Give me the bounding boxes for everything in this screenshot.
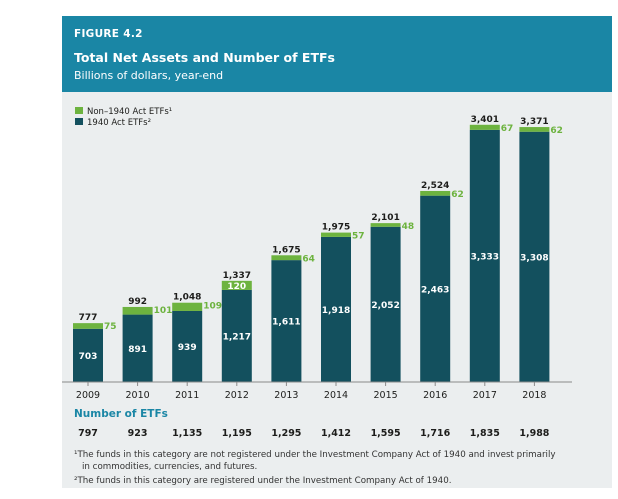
etf-count-2009: 797 [78,428,98,439]
bar-1940-2015 [370,226,401,382]
bar-non-1940-2018 [519,127,550,132]
bar-non-1940-2011 [172,302,203,311]
bar-non-1940-2015 [370,223,401,227]
figure-header: FIGURE 4.2 Total Net Assets and Number o… [62,16,612,92]
value-label-1940-2017: 3,333 [471,252,499,262]
legend-label-1940: 1940 Act ETFs² [87,118,151,128]
etf-count-heading: Number of ETFs [74,408,168,420]
etf-count-2015: 1,595 [371,428,401,439]
total-label-2010: 992 [128,297,147,307]
x-tick-label-2013: 2013 [274,390,298,401]
footnote-1-line-1: ¹The funds in this category are not regi… [74,450,556,460]
bar-non-1940-2010 [122,306,153,315]
total-label-2009: 777 [79,313,98,323]
value-label-non-1940-2013: 64 [302,254,315,264]
bar-1940-2017 [469,129,500,382]
etf-count-2011: 1,135 [172,428,202,439]
etf-count-2010: 923 [128,428,148,439]
bar-1940-2014 [321,236,351,382]
footnote-2: ²The funds in this category are register… [74,476,452,486]
etf-count-2018: 1,988 [519,428,549,439]
bar-non-1940-2016 [420,190,451,196]
value-label-1940-2011: 939 [178,343,197,353]
etf-count-2016: 1,716 [420,428,450,439]
total-label-2018: 3,371 [520,117,548,127]
value-label-1940-2009: 703 [79,352,98,362]
value-label-1940-2018: 3,308 [520,253,548,263]
figure-subtitle: Billions of dollars, year-end [74,69,224,82]
value-label-non-1940-2017: 67 [501,124,514,134]
value-label-1940-2015: 2,052 [371,301,399,311]
x-tick-label-2011: 2011 [175,390,199,401]
bar-1940-2009 [73,328,103,382]
x-tick-label-2017: 2017 [473,390,497,401]
total-label-2014: 1,975 [322,223,350,233]
total-label-2017: 3,401 [471,115,499,125]
figure-label: FIGURE 4.2 [74,28,143,40]
bar-non-1940-2009 [73,323,103,329]
legend-swatch-1940 [75,118,83,125]
etf-count-2012: 1,195 [222,428,252,439]
etf-count-2014: 1,412 [321,428,351,439]
figure-title: Total Net Assets and Number of ETFs [74,50,335,65]
x-tick-label-2009: 2009 [76,390,100,401]
etf-count-2017: 1,835 [470,428,500,439]
value-label-1940-2010: 891 [128,345,147,355]
value-label-non-1940-2010: 101 [154,306,173,316]
total-label-2015: 2,101 [371,213,399,223]
value-label-1940-2013: 1,611 [272,318,300,328]
total-label-2013: 1,675 [272,245,300,255]
legend-label-non-1940: Non–1940 Act ETFs¹ [87,107,172,117]
value-label-non-1940-2011: 109 [203,302,222,312]
bar-non-1940-2014 [321,232,351,237]
bar-non-1940-2012 [221,280,252,290]
x-tick-label-2012: 2012 [225,390,249,401]
value-label-1940-2012: 1,217 [223,332,251,342]
x-tick-label-2018: 2018 [522,390,546,401]
value-label-non-1940-2018: 62 [550,126,563,136]
value-label-non-1940-2009: 75 [104,322,117,332]
x-tick-label-2015: 2015 [374,390,398,401]
legend-swatch-non-1940 [75,107,83,114]
x-tick-label-2014: 2014 [324,390,348,401]
total-label-2011: 1,048 [173,293,201,303]
value-label-non-1940-2014: 57 [352,232,365,242]
bar-1940-2013 [271,260,302,382]
footnote-1: ¹The funds in this category are not regi… [74,450,604,473]
bar-1940-2010 [122,314,153,382]
bar-1940-2011 [172,310,203,382]
value-label-1940-2014: 1,918 [322,306,350,316]
value-label-non-1940-2016: 62 [451,190,464,200]
value-label-non-1940-2012: 120 [227,282,246,292]
bar-non-1940-2017 [469,124,500,130]
etf-count-2013: 1,295 [271,428,301,439]
value-label-1940-2016: 2,463 [421,285,449,295]
footnotes: ¹The funds in this category are not regi… [74,450,604,491]
total-label-2016: 2,524 [421,181,449,191]
bar-1940-2016 [420,195,451,382]
x-tick-label-2010: 2010 [126,390,150,401]
bar-1940-2018 [519,131,550,382]
x-tick-label-2016: 2016 [423,390,447,401]
value-label-non-1940-2015: 48 [402,222,415,232]
footnote-1-line-2: in commodities, currencies, and futures. [82,461,258,472]
bar-1940-2012 [221,289,252,382]
bar-non-1940-2013 [271,255,302,261]
total-label-2012: 1,337 [223,271,251,281]
